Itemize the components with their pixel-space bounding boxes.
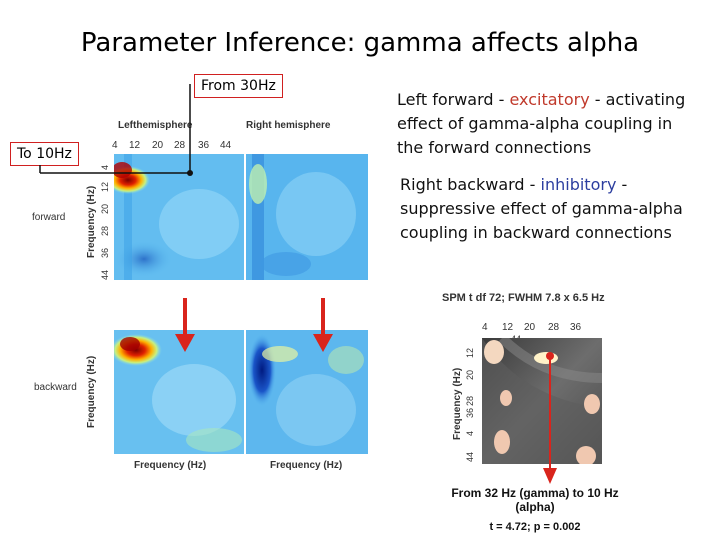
- down-arrow-left: [175, 298, 195, 352]
- top-tick: 12: [129, 140, 141, 151]
- y-tick: 44: [100, 269, 110, 280]
- top-freq-ticks: 4 12 20 28 36 44: [112, 140, 242, 154]
- forward-desc-key: excitatory: [509, 90, 590, 109]
- forward-left-heatmap: [114, 154, 244, 280]
- top-tick: 36: [198, 140, 210, 151]
- backward-y-axis-label: Frequency (Hz): [86, 355, 97, 428]
- spm-y-tick: 20: [465, 369, 475, 380]
- spm-y-tick: 28: [465, 395, 475, 406]
- y-tick: 36: [100, 247, 110, 258]
- left-hemisphere-label: Lefthemisphere: [118, 120, 193, 131]
- spm-y-tick: 44: [465, 451, 475, 462]
- backward-right-map: [246, 330, 368, 454]
- x-axis-label-right: Frequency (Hz): [270, 460, 343, 471]
- forward-desc-post: - activating effect of gamma-alpha coupl…: [397, 90, 686, 157]
- backward-right-heatmap: [246, 330, 368, 454]
- to-10hz-box: To 10Hz: [10, 142, 79, 166]
- spm-x-tick: 12: [502, 322, 514, 333]
- spm-y-axis-label: Frequency (Hz): [452, 367, 463, 440]
- y-tick: 20: [100, 203, 110, 214]
- x-axis-label-left: Frequency (Hz): [134, 460, 207, 471]
- backward-left-map: [114, 330, 244, 454]
- right-hemisphere-label: Right hemisphere: [246, 120, 331, 131]
- backward-desc-post: - suppressive effect of gamma-alpha coup…: [400, 175, 683, 242]
- backward-left-heatmap: [114, 330, 244, 454]
- spm-caption: From 32 Hz (gamma) to 10 Hz (alpha): [451, 486, 619, 514]
- forward-right-map: [246, 154, 368, 280]
- spm-x-tick: 4: [482, 322, 488, 333]
- top-tick: 20: [152, 140, 164, 151]
- top-tick: 44: [220, 140, 232, 151]
- spm-header: SPM t df 72; FWHM 7.8 x 6.5 Hz: [442, 292, 605, 304]
- row-label-backward: backward: [34, 382, 77, 393]
- spm-x-tick: 28: [548, 322, 560, 333]
- backward-desc-key: inhibitory: [540, 175, 617, 194]
- spm-arrow: [543, 352, 557, 484]
- forward-right-heatmap: [246, 154, 368, 280]
- row-label-forward: forward: [32, 212, 66, 223]
- spm-map: [482, 338, 602, 464]
- forward-desc-pre: Left forward -: [397, 90, 510, 109]
- forward-description: Left forward - excitatory - activating e…: [397, 88, 697, 160]
- y-tick: 28: [100, 225, 110, 236]
- spm-stat: t = 4.72; p = 0.002: [489, 521, 581, 533]
- backward-description: Right backward - inhibitory - suppressiv…: [400, 173, 700, 245]
- from-30hz-box: From 30Hz: [194, 74, 283, 98]
- forward-y-ticks: 4 12 20 28 36 44: [100, 158, 112, 280]
- spm-x-tick: 36: [570, 322, 582, 333]
- spm-y-tick: 4: [465, 430, 475, 436]
- y-tick: 4: [100, 164, 110, 170]
- spm-y-tick: 12: [465, 347, 475, 358]
- spm-y-ticks: 4 12 20 28 36 44: [465, 336, 479, 466]
- spm-x-ticks: 4 12 20 28 36: [482, 322, 602, 336]
- top-tick: 28: [174, 140, 186, 151]
- y-tick: 12: [100, 181, 110, 192]
- slide-title: Parameter Inference: gamma affects alpha: [80, 28, 640, 58]
- top-tick: 4: [112, 140, 118, 151]
- spm-heatmap: [482, 338, 602, 464]
- forward-y-axis-label: Frequency (Hz): [86, 185, 97, 258]
- down-arrow-right: [313, 298, 333, 352]
- backward-desc-pre: Right backward -: [400, 175, 541, 194]
- spm-x-tick: 20: [524, 322, 536, 333]
- forward-left-map: [114, 154, 244, 280]
- spm-y-tick: 36: [465, 407, 475, 418]
